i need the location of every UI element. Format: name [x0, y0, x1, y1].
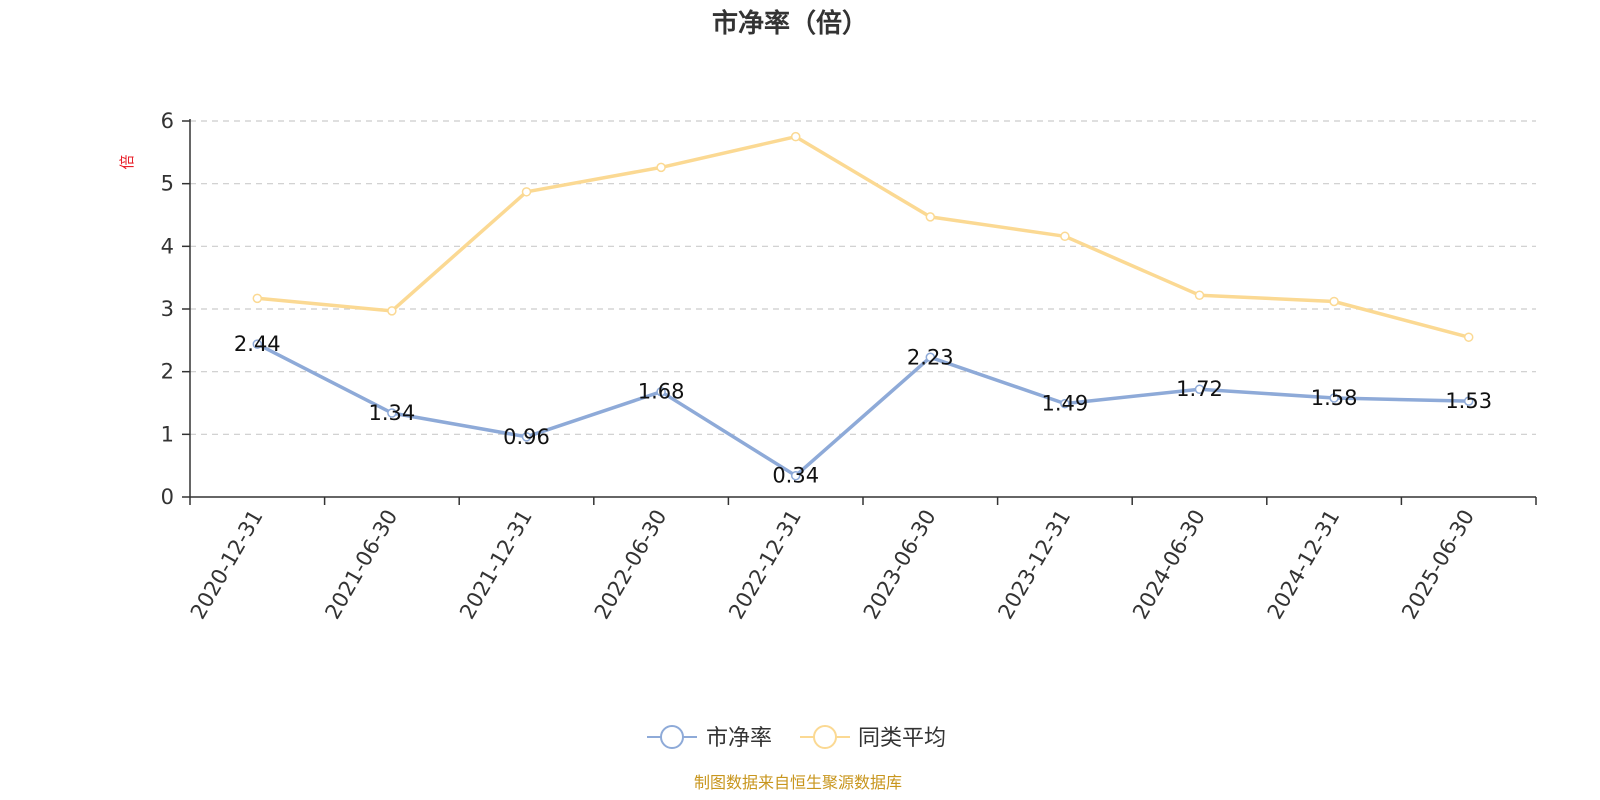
legend-label: 市净率	[706, 726, 772, 751]
x-tick-label: 2023-12-31	[993, 506, 1075, 624]
x-tick-label: 2023-06-30	[859, 506, 941, 624]
data-point	[387, 306, 397, 316]
data-point	[925, 212, 936, 222]
data-label: 2.23	[907, 345, 954, 369]
data-point	[387, 408, 397, 418]
data-label: 1.34	[369, 401, 416, 425]
data-point	[252, 339, 263, 349]
data-point	[925, 352, 936, 363]
data-point	[1060, 231, 1070, 242]
source-note: 制图数据来自恒生聚源数据库	[694, 773, 902, 792]
data-label: 1.49	[1042, 392, 1089, 416]
gridlines	[190, 120, 1536, 435]
series-group: 2.44 1.34 0.96 1.68 0.34 2.23 1.49 1.72 1.58 1.53	[234, 131, 1492, 488]
x-tick-label: 2024-12-31	[1263, 506, 1345, 624]
data-point	[521, 432, 532, 442]
data-label: 1.53	[1445, 389, 1492, 413]
x-tick-label: 2025-06-30	[1397, 506, 1479, 624]
x-tick-label: 2021-06-30	[320, 506, 402, 624]
y-tick-label: 6	[161, 109, 174, 133]
chart-title: 市净率（倍）	[712, 8, 868, 39]
x-tick-label: 2021-12-31	[455, 506, 537, 624]
data-label: 1.58	[1311, 386, 1358, 410]
legend-item[interactable]: 市净率	[647, 725, 772, 751]
data-point	[790, 131, 801, 142]
legend-item[interactable]: 同类平均	[800, 725, 946, 751]
y-tick-label: 5	[161, 172, 174, 196]
data-point	[1194, 290, 1205, 300]
legend-marker	[660, 725, 684, 749]
x-tick-label: 2022-06-30	[590, 506, 672, 624]
y-axis-unit-label: 倍	[118, 154, 136, 169]
data-label: 0.96	[503, 425, 550, 449]
x-tick-label: 2024-06-30	[1128, 506, 1210, 624]
data-label: 1.72	[1176, 377, 1223, 401]
y-tick-label: 0	[161, 485, 174, 509]
data-point	[656, 386, 666, 397]
axes: 0 1 2 3 4 5 6 2020-12-31 2021-06-30 2021-12-31 202…	[161, 109, 1537, 624]
data-point	[1329, 393, 1339, 403]
data-point	[1060, 398, 1070, 409]
data-label: 2.44	[234, 332, 281, 356]
y-tick-label: 1	[161, 422, 174, 446]
x-tick-label: 2020-12-31	[186, 506, 268, 624]
legend-label: 同类平均	[858, 726, 946, 751]
y-tick-label: 2	[161, 360, 174, 384]
data-point	[252, 293, 263, 304]
legend-marker	[813, 725, 837, 749]
data-point	[1463, 396, 1474, 406]
x-tick-label: 2022-12-31	[724, 506, 806, 624]
data-label: 0.34	[772, 464, 819, 488]
data-label: 1.68	[638, 380, 685, 404]
series-line	[255, 134, 1471, 339]
y-tick-label: 3	[161, 297, 174, 321]
data-point	[1463, 332, 1474, 342]
series-line	[255, 342, 1471, 478]
data-point	[790, 470, 801, 481]
legend[interactable]: 市净率 同类平均	[647, 725, 946, 751]
data-point	[656, 162, 666, 173]
data-point	[1329, 296, 1339, 307]
data-point	[1194, 384, 1205, 394]
data-point	[521, 187, 532, 197]
y-tick-label: 4	[161, 234, 174, 258]
